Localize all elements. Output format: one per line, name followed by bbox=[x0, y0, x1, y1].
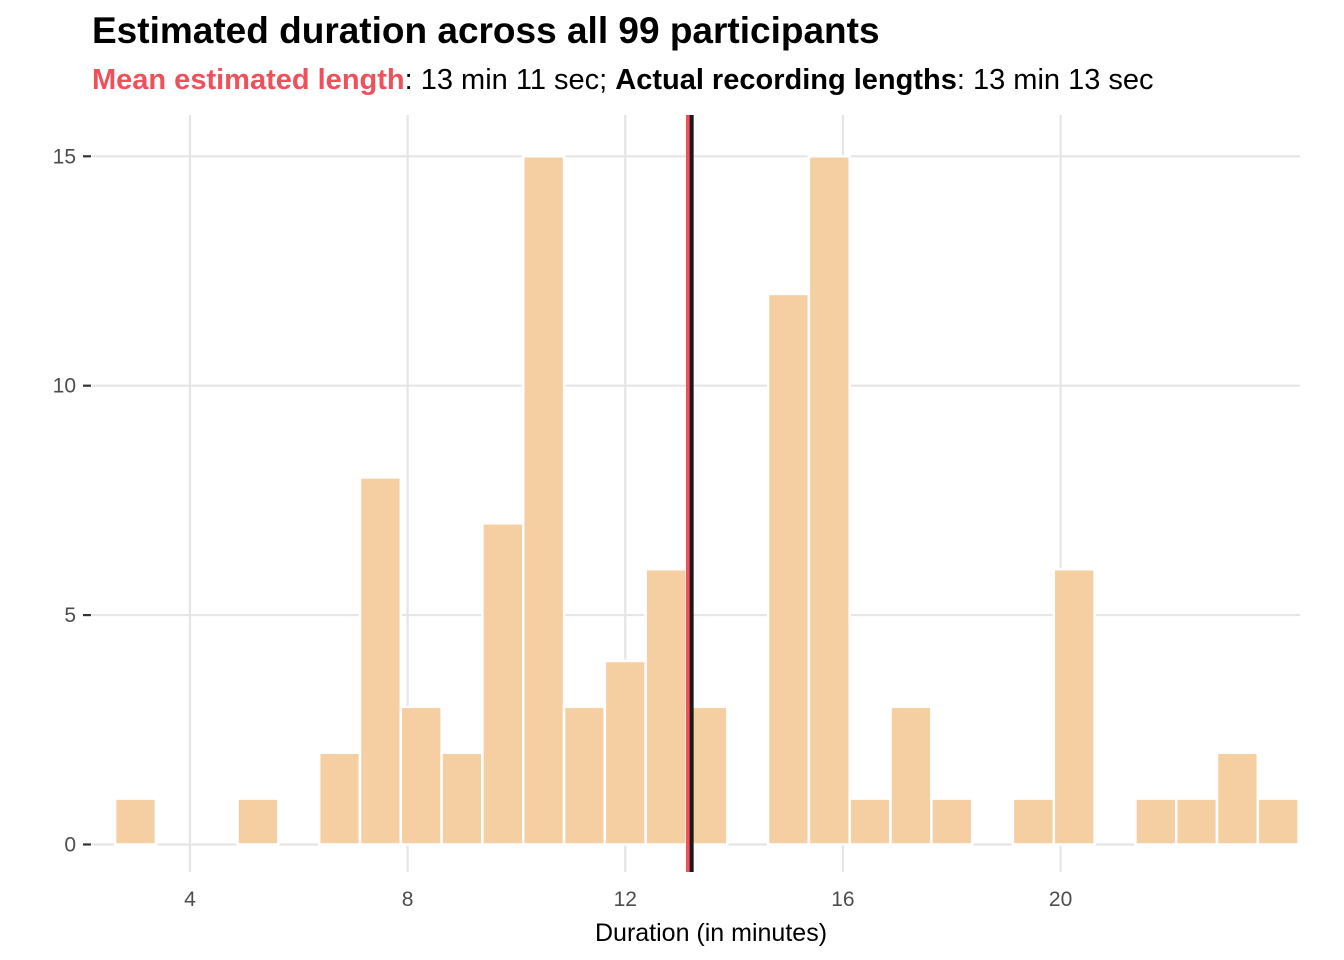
histogram-bar-5 bbox=[317, 751, 362, 846]
histogram-bar-27 bbox=[1215, 751, 1260, 846]
histogram-bar-20 bbox=[930, 797, 974, 846]
x-tick-label-8: 8 bbox=[402, 888, 414, 911]
chart-title: Estimated duration across all 99 partici… bbox=[92, 10, 880, 51]
histogram-bar-23 bbox=[1052, 567, 1096, 846]
histogram-bar-10 bbox=[521, 155, 566, 846]
actual-recording-value: : 13 min 13 sec bbox=[956, 64, 1154, 96]
histogram-bar-25 bbox=[1134, 797, 1178, 846]
histogram-bar-19 bbox=[889, 705, 933, 846]
histogram-bar-12 bbox=[603, 659, 647, 846]
y-tick-label-15: 15 bbox=[53, 145, 76, 168]
y-tick-label-5: 5 bbox=[64, 604, 76, 627]
x-tick-label-16: 16 bbox=[831, 888, 854, 911]
x-tick-label-12: 12 bbox=[614, 888, 637, 911]
histogram-bars bbox=[113, 155, 1300, 846]
histogram-bar-0 bbox=[113, 797, 158, 846]
mean-estimated-value: : 13 min 11 sec; bbox=[404, 64, 616, 96]
histogram-bar-9 bbox=[481, 522, 525, 846]
histogram-bar-22 bbox=[1011, 797, 1056, 846]
histogram-bar-18 bbox=[848, 797, 892, 846]
x-axis-title: Duration (in minutes) bbox=[595, 919, 827, 947]
reference-lines bbox=[685, 115, 694, 872]
axes: 4 8 12 16 20 0 5 10 15 bbox=[53, 145, 1073, 911]
histogram-bar-26 bbox=[1174, 797, 1219, 846]
histogram-bar-11 bbox=[562, 705, 607, 846]
mean-estimated-label: Mean estimated length bbox=[92, 64, 405, 96]
chart-subtitle: Mean estimated length: 13 min 11 sec; Ac… bbox=[92, 64, 1154, 97]
x-tick-label-4: 4 bbox=[184, 888, 196, 911]
histogram-bar-7 bbox=[399, 705, 443, 846]
actual-recording-label: Actual recording lengths bbox=[615, 64, 957, 96]
histogram-bar-16 bbox=[766, 292, 811, 846]
histogram-bar-28 bbox=[1256, 797, 1300, 846]
x-tick-label-20: 20 bbox=[1049, 888, 1072, 911]
histogram-bar-6 bbox=[358, 476, 403, 846]
histogram-bar-17 bbox=[807, 155, 851, 846]
histogram-bar-13 bbox=[644, 567, 688, 846]
histogram-bar-3 bbox=[236, 797, 280, 846]
y-tick-label-10: 10 bbox=[53, 375, 76, 398]
histogram-bar-8 bbox=[440, 751, 484, 846]
y-tick-label-0: 0 bbox=[64, 833, 76, 856]
